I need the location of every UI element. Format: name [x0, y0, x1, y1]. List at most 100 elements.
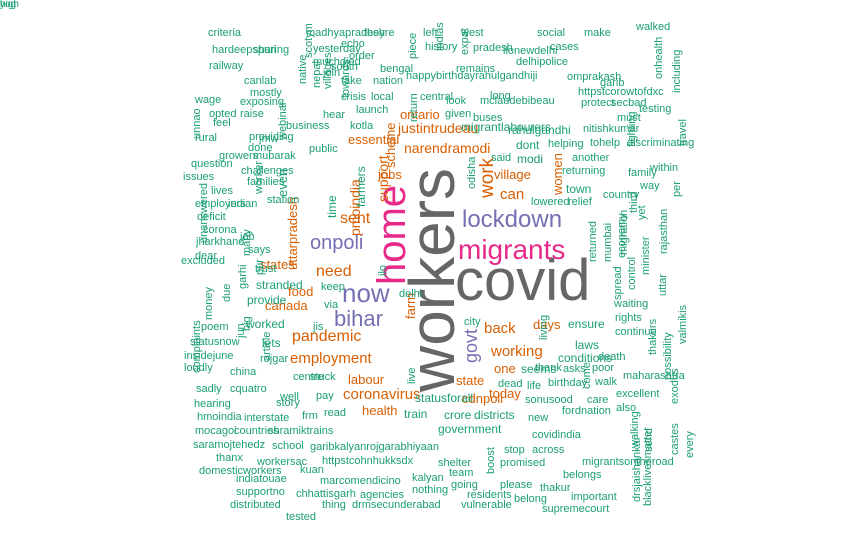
word-cloud-word: discriminating — [627, 137, 695, 149]
word-cloud-word: labour — [348, 372, 385, 387]
word-cloud-word: lowered — [531, 196, 570, 208]
word-cloud-word: nothing — [412, 484, 449, 496]
word-cloud-word: hmoindia — [197, 411, 242, 423]
word-cloud-word: covid — [455, 248, 591, 313]
word-cloud-word: sent — [340, 210, 371, 227]
word-cloud-word: worker — [253, 160, 265, 194]
word-cloud-word: thing — [322, 499, 346, 511]
word-cloud-word: food — [288, 284, 314, 299]
word-cloud-word: mocagoi — [195, 425, 237, 437]
word-cloud-word: thakur — [540, 482, 571, 494]
word-cloud-word: httpstcohnhukksdx — [322, 455, 414, 467]
word-cloud-word: indiatouae — [236, 473, 287, 485]
word-cloud-word: left — [423, 27, 438, 39]
word-cloud-word: dear — [195, 250, 218, 262]
word-cloud-word: distributed — [230, 499, 281, 511]
word-cloud-word: including — [671, 49, 683, 93]
word-cloud-word: waiting — [614, 298, 649, 310]
word-cloud-word: provide — [247, 293, 287, 307]
word-cloud-word: days — [533, 317, 561, 332]
word-cloud-word: laws — [575, 338, 600, 352]
word-cloud-word: life — [527, 380, 542, 392]
word-cloud-word: lets — [262, 336, 281, 350]
word-cloud-word: migrantlabourers — [461, 120, 552, 134]
word-cloud-word: village — [494, 167, 531, 182]
word-cloud-word: due — [221, 283, 233, 302]
word-cloud-word: care — [587, 394, 609, 406]
word-cloud-word: time — [325, 195, 339, 218]
word-cloud-word: launch — [356, 104, 389, 116]
word-cloud-word: across — [532, 444, 565, 456]
word-cloud-word: tested — [286, 511, 316, 523]
word-cloud-word: expat — [459, 28, 471, 55]
word-cloud-word: read — [324, 407, 347, 419]
word-cloud-word: control — [626, 256, 638, 290]
word-cloud-word: delhi — [399, 288, 423, 300]
word-cloud-word: nation — [373, 75, 403, 87]
word-cloud-word: mostly — [250, 87, 282, 99]
word-cloud-word: country — [603, 189, 640, 201]
word-cloud-word: supportno — [236, 486, 285, 498]
word-cloud-word: take — [341, 75, 362, 87]
word-cloud-word: story — [276, 397, 300, 409]
word-cloud-word: local — [371, 91, 394, 103]
word-cloud-word: nitishkumar — [583, 123, 640, 135]
word-cloud-word: jis — [313, 321, 324, 333]
word-cloud-word: uttar — [657, 273, 669, 296]
word-cloud-word: travel — [677, 119, 689, 146]
word-cloud-word: bengal — [380, 63, 414, 75]
word-cloud-word: going — [451, 479, 478, 491]
word-cloud-word: helping — [548, 138, 584, 150]
word-cloud-word: said — [491, 152, 512, 164]
word-cloud-word: jmw — [259, 133, 279, 145]
word-cloud-word: south — [331, 61, 358, 73]
word-cloud-word: make — [584, 27, 611, 39]
word-cloud-word: town — [566, 182, 592, 196]
word-cloud-word: hardeepspuri — [212, 44, 277, 56]
word-cloud-word: ilonewdelhi — [503, 45, 558, 57]
word-cloud-word: villages — [322, 52, 334, 89]
word-cloud-word: stranded — [256, 278, 303, 292]
word-cloud-word: dead — [498, 378, 523, 390]
word-cloud-word: onpoli — [310, 232, 364, 254]
word-cloud-word: odisha — [466, 156, 478, 189]
word-cloud-word: belong — [514, 493, 548, 505]
word-cloud-word: frm — [302, 410, 318, 422]
word-cloud-word: pandemic — [292, 328, 362, 345]
word-cloud-word: also — [616, 402, 637, 414]
word-cloud-word: returned — [587, 221, 599, 262]
word-cloud-word: worked — [246, 317, 285, 331]
word-cloud-word: per — [671, 181, 683, 197]
word-cloud-word: delhipolice — [516, 56, 568, 68]
word-cloud-word: returning — [562, 165, 606, 177]
word-cloud-word: rural — [195, 132, 218, 144]
word-cloud-word: countries — [234, 425, 279, 437]
word-cloud-word: kotla — [350, 120, 374, 132]
word-cloud-word: conditions — [558, 351, 613, 365]
word-cloud-word: farmers — [354, 166, 368, 207]
word-cloud-word: need — [316, 263, 352, 280]
word-cloud-word: deficit — [197, 211, 226, 223]
word-cloud-word: walk — [595, 376, 618, 388]
word-cloud-word: yog — [0, 0, 17, 10]
word-cloud-word: mumbai — [602, 222, 614, 262]
word-cloud-word: return — [408, 93, 420, 122]
word-cloud-word: statusnow — [190, 336, 240, 348]
word-cloud-word: families — [247, 176, 285, 188]
word-cloud-word: today — [489, 386, 521, 401]
word-cloud-word: west — [461, 27, 484, 39]
word-cloud-word: native — [297, 54, 309, 84]
word-cloud-word: job — [240, 231, 255, 243]
word-cloud-word: yesterday — [313, 43, 361, 55]
word-cloud-word: theyre — [364, 27, 395, 39]
word-cloud-word: migrantsontheroad — [582, 456, 674, 468]
word-cloud-word: mubarak — [253, 150, 296, 162]
word-cloud-word: question — [191, 158, 233, 170]
word-cloud-word: ontario — [400, 107, 440, 122]
word-cloud-word: station — [267, 194, 300, 206]
word-cloud-word: now — [342, 278, 390, 308]
word-cloud-word: sadly — [196, 383, 222, 395]
word-cloud-word: employment — [290, 350, 372, 367]
word-cloud-word: growers — [219, 150, 259, 162]
word-cloud-word: muchdied — [313, 56, 361, 68]
